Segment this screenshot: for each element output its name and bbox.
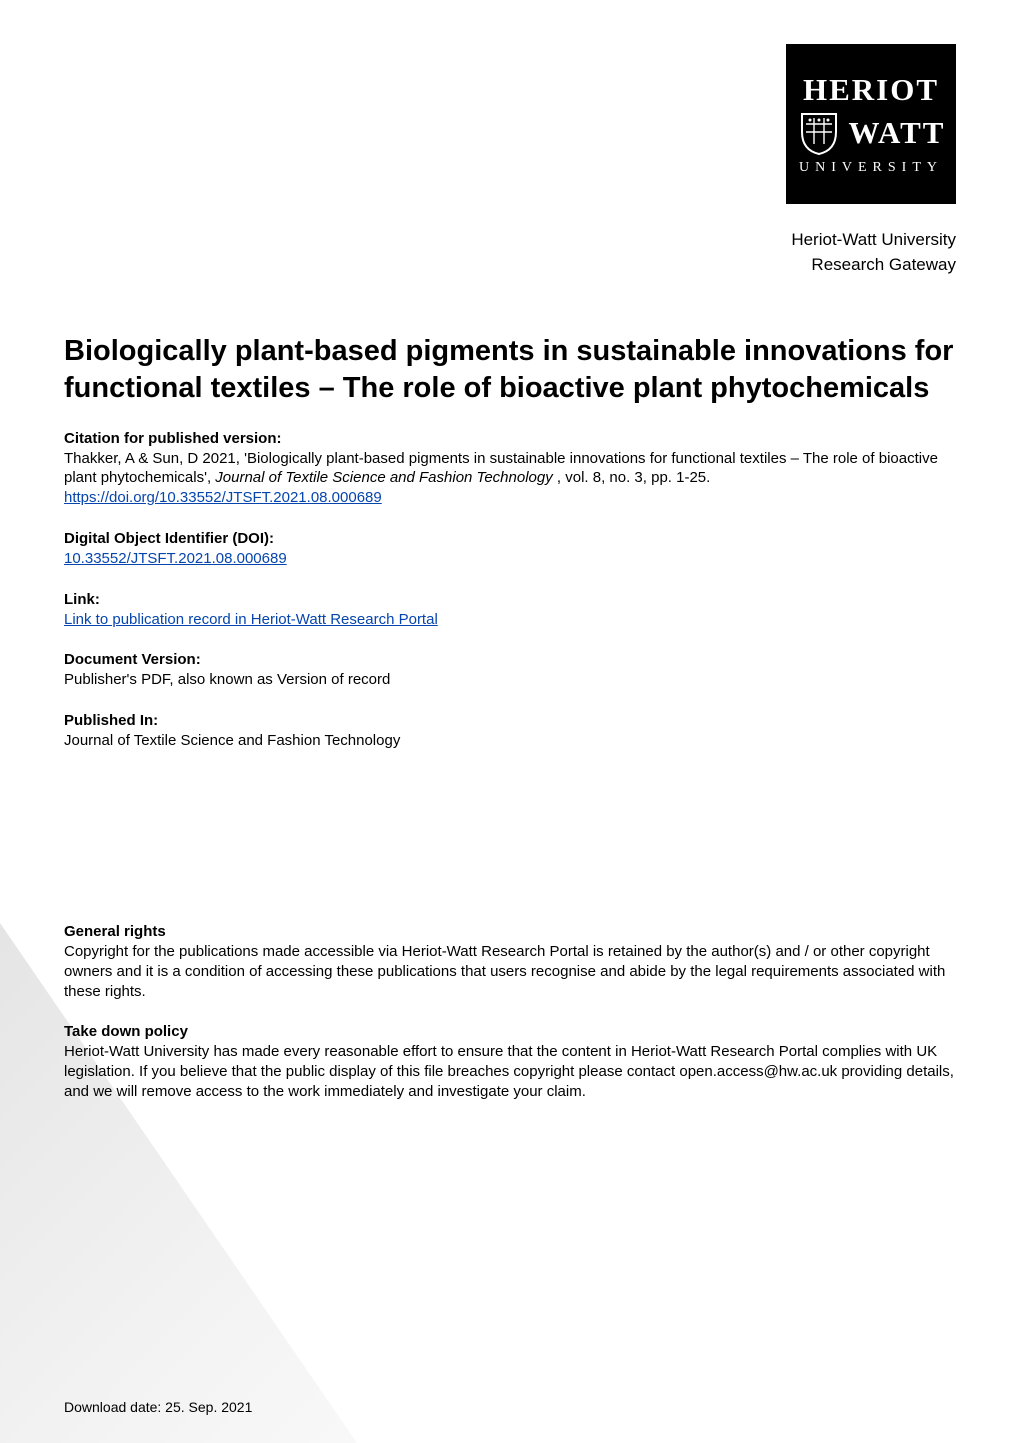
spacer bbox=[64, 751, 956, 901]
published-in-label: Published In: bbox=[64, 712, 956, 729]
page-content: HERIOT WATT UNIVERSITY Heriot-Watt Unive… bbox=[0, 0, 1020, 1132]
citation-journal: Journal of Textile Science and Fashion T… bbox=[215, 469, 557, 486]
published-in-section: Published In: Journal of Textile Science… bbox=[64, 712, 956, 751]
institution-line2: Research Gateway bbox=[64, 253, 956, 278]
doi-section: Digital Object Identifier (DOI): 10.3355… bbox=[64, 530, 956, 569]
university-logo: HERIOT WATT UNIVERSITY bbox=[786, 44, 956, 204]
link-label: Link: bbox=[64, 591, 956, 608]
doi-link[interactable]: 10.33552/JTSFT.2021.08.000689 bbox=[64, 550, 287, 567]
citation-body: Thakker, A & Sun, D 2021, 'Biologically … bbox=[64, 449, 956, 508]
link-body: Link to publication record in Heriot-Wat… bbox=[64, 610, 956, 630]
take-down-label: Take down policy bbox=[64, 1023, 956, 1040]
logo-text-watt: WATT bbox=[848, 115, 945, 151]
institution-line1: Heriot-Watt University bbox=[64, 228, 956, 253]
general-rights-section: General rights Copyright for the publica… bbox=[64, 923, 956, 1001]
download-date: Download date: 25. Sep. 2021 bbox=[64, 1399, 252, 1415]
citation-doi-link[interactable]: https://doi.org/10.33552/JTSFT.2021.08.0… bbox=[64, 489, 382, 506]
logo-text-university: UNIVERSITY bbox=[799, 160, 943, 176]
crest-icon bbox=[796, 110, 842, 156]
document-version-label: Document Version: bbox=[64, 651, 956, 668]
published-in-text: Journal of Textile Science and Fashion T… bbox=[64, 731, 956, 751]
take-down-text: Heriot-Watt University has made every re… bbox=[64, 1042, 956, 1101]
institution-block: Heriot-Watt University Research Gateway bbox=[64, 228, 956, 277]
document-version-text: Publisher's PDF, also known as Version o… bbox=[64, 670, 956, 690]
page-title: Biologically plant-based pigments in sus… bbox=[64, 333, 956, 407]
general-rights-label: General rights bbox=[64, 923, 956, 940]
logo-middle-row: WATT bbox=[796, 110, 945, 156]
logo-text-heriot: HERIOT bbox=[803, 72, 939, 108]
general-rights-text: Copyright for the publications made acce… bbox=[64, 942, 956, 1001]
doi-label: Digital Object Identifier (DOI): bbox=[64, 530, 956, 547]
citation-label: Citation for published version: bbox=[64, 430, 956, 447]
citation-text-post: , vol. 8, no. 3, pp. 1-25. bbox=[557, 469, 710, 486]
doi-body: 10.33552/JTSFT.2021.08.000689 bbox=[64, 549, 956, 569]
take-down-section: Take down policy Heriot-Watt University … bbox=[64, 1023, 956, 1101]
link-section: Link: Link to publication record in Heri… bbox=[64, 591, 956, 630]
citation-section: Citation for published version: Thakker,… bbox=[64, 430, 956, 508]
logo-container: HERIOT WATT UNIVERSITY bbox=[64, 44, 956, 204]
document-version-section: Document Version: Publisher's PDF, also … bbox=[64, 651, 956, 690]
publication-record-link[interactable]: Link to publication record in Heriot-Wat… bbox=[64, 611, 438, 628]
